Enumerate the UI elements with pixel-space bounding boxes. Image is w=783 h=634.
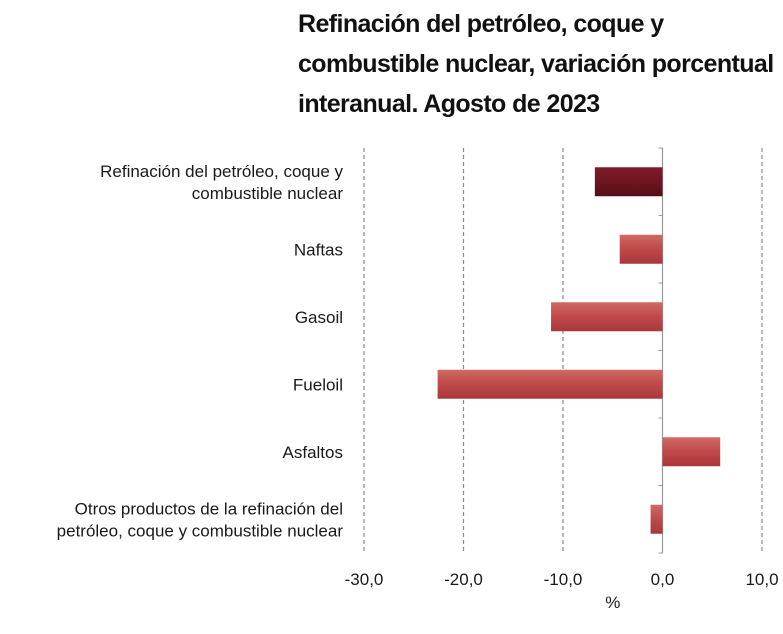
x-tick-label: 10,0 bbox=[745, 570, 778, 589]
x-tick-label: -10,0 bbox=[544, 570, 583, 589]
bar bbox=[662, 437, 721, 467]
chart-title-line: combustible nuclear, variación porcentua… bbox=[298, 50, 774, 78]
bar bbox=[650, 504, 663, 534]
x-axis-label: % bbox=[605, 593, 620, 612]
x-axis-ticks: -30,0 -20,0 -10,0 0,0 10,0 bbox=[345, 570, 779, 589]
category-label: Gasoil bbox=[295, 308, 343, 327]
x-tick-label: 0,0 bbox=[651, 570, 675, 589]
category-label: Fueloil bbox=[293, 375, 343, 394]
grid-lines bbox=[363, 147, 763, 554]
bar bbox=[594, 167, 663, 197]
bar bbox=[437, 369, 663, 399]
chart-title-line: interanual. Agosto de 2023 bbox=[298, 90, 600, 118]
x-tick-label: -20,0 bbox=[444, 570, 483, 589]
bars-group bbox=[437, 167, 721, 534]
bar bbox=[619, 234, 663, 264]
category-label: Otros productos de la refinación del bbox=[75, 499, 343, 518]
chart-title: Refinación del petróleo, coque y combust… bbox=[298, 4, 778, 124]
category-label: Naftas bbox=[294, 240, 343, 259]
category-label: petróleo, coque y combustible nuclear bbox=[57, 521, 344, 540]
category-label: Refinación del petróleo, coque y bbox=[100, 162, 343, 181]
x-tick-label: -30,0 bbox=[345, 570, 384, 589]
category-label: combustible nuclear bbox=[192, 184, 344, 203]
chart-title-line: Refinación del petróleo, coque y bbox=[298, 10, 664, 38]
category-labels: Refinación del petróleo, coque y combusti… bbox=[57, 162, 344, 541]
category-label: Asfaltos bbox=[283, 443, 343, 462]
bar bbox=[551, 302, 663, 332]
